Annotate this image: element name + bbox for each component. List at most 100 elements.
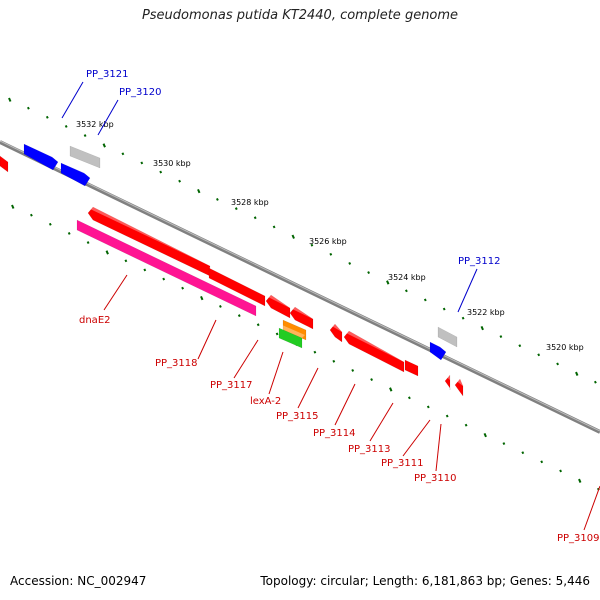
outer-guide-dot xyxy=(367,271,370,275)
pp3110-label: PP_3110 xyxy=(414,473,457,484)
inner-guide-dot xyxy=(370,378,373,382)
gene-pp3115 xyxy=(289,306,314,330)
label-leaders xyxy=(61,81,600,531)
pp3109-leader xyxy=(583,485,600,531)
inner-guide-dot xyxy=(48,222,52,226)
pp3113-leader xyxy=(369,402,394,442)
outer-guide-dot xyxy=(159,170,163,174)
ruler-tick-label: 3526 kbp xyxy=(309,237,347,246)
genome-summary-text: Topology: circular; Length: 6,181,863 bp… xyxy=(260,574,590,588)
inner-guide-dot xyxy=(313,350,317,354)
inner-guide-dot xyxy=(105,250,109,255)
gene-pp3120-bevel xyxy=(70,143,103,158)
gene-pp3112-pseudo-bevel xyxy=(438,324,460,337)
inner-guide-dot xyxy=(275,332,279,336)
gene-labels: PP_3121 PP_3120 PP_3112 dnaE2 PP_3118 PP_3117… xyxy=(79,69,600,544)
gene-pp3109-bevel xyxy=(455,377,466,386)
inner-guide-dot xyxy=(86,241,90,244)
outer-guide-dot xyxy=(83,134,87,137)
gene-pp3115-bevel xyxy=(290,305,316,319)
gene-pp3120 xyxy=(69,145,101,169)
outer-guide-dot xyxy=(27,106,30,110)
outer-guide-dot xyxy=(518,344,522,348)
pp3120-label: PP_3120 xyxy=(119,87,162,98)
gene-pp3112-bevel xyxy=(430,339,449,350)
outer-guide-dot xyxy=(348,261,352,265)
inner-guide-dot xyxy=(256,323,260,327)
outer-dotted-guide xyxy=(8,97,597,384)
inner-guide-dot xyxy=(351,368,355,372)
gene-pp3111-bevel xyxy=(405,357,421,366)
outer-guide-dot xyxy=(197,188,201,194)
inner-guide-dot xyxy=(483,432,487,438)
outer-guide-dot xyxy=(291,234,295,239)
outer-guide-dot xyxy=(121,152,125,156)
outer-guide-dot xyxy=(423,298,427,302)
outer-guide-dot xyxy=(8,97,12,102)
inner-guide-dot xyxy=(124,259,128,263)
pp3121-leader xyxy=(61,81,84,119)
pp3109-label: PP_3109 xyxy=(557,533,600,544)
outer-guide-dot xyxy=(178,179,181,183)
outer-guide-dot xyxy=(461,316,465,320)
gene-pp3110-bevel xyxy=(445,373,453,380)
genome-backbone xyxy=(0,140,600,434)
pp3110-leader xyxy=(435,423,442,472)
inner-guide-dot xyxy=(578,478,582,483)
accession-text: Accession: NC_002947 xyxy=(10,574,147,588)
outer-guide-dot xyxy=(140,161,144,165)
outer-guide-dot xyxy=(442,307,446,311)
pp3114-leader xyxy=(334,383,356,426)
genome-backbone-highlight xyxy=(0,140,600,432)
ruler-tick-label: 3532 kbp xyxy=(76,120,114,129)
inner-guide-dot xyxy=(389,387,393,392)
pp3121-label: PP_3121 xyxy=(86,69,129,80)
inner-guide-dot xyxy=(11,204,15,209)
dnaE2-leader xyxy=(103,274,128,311)
outer-guide-dot xyxy=(253,216,257,220)
outer-guide-dot xyxy=(310,243,314,247)
gene-features xyxy=(0,141,466,397)
outer-guide-dot xyxy=(594,380,597,384)
gene-pp3121 xyxy=(23,143,59,171)
inner-guide-dot xyxy=(540,460,544,464)
outer-guide-dot xyxy=(329,252,333,256)
outer-guide-dot xyxy=(556,362,559,366)
pp3111-leader xyxy=(402,419,431,457)
gene-pp3118 xyxy=(76,219,257,317)
pp3111-label: PP_3111 xyxy=(381,458,424,469)
gene-lexa2-bevel xyxy=(266,293,293,308)
outer-guide-dot xyxy=(102,143,106,148)
inner-guide-dot xyxy=(237,314,241,318)
inner-guide-dot xyxy=(521,451,525,455)
gene-pp3111 xyxy=(404,359,419,377)
feature-regulatory-bevel xyxy=(283,317,309,330)
gene-pp3120b xyxy=(60,162,91,187)
gene-dnaE2-bevel xyxy=(88,205,213,266)
outer-guide-dot xyxy=(272,225,276,229)
outer-guide-dot xyxy=(575,371,579,376)
gene-pp3114-bevel xyxy=(330,322,345,332)
inner-guide-dot xyxy=(464,423,468,427)
inner-guide-dot xyxy=(67,231,71,235)
pp3115-label: PP_3115 xyxy=(276,411,319,422)
inner-guide-dot xyxy=(408,396,411,400)
inner-guide-dot xyxy=(332,359,336,363)
gene-pp3117 xyxy=(208,267,266,307)
gene-pp3110 xyxy=(444,374,451,390)
ruler-tick-label: 3520 kbp xyxy=(546,343,584,352)
inner-guide-dot xyxy=(219,305,222,308)
lexA-2-label: lexA-2 xyxy=(250,396,281,407)
ruler-tick-label: 3522 kbp xyxy=(467,308,505,317)
gene-pp3121-bevel xyxy=(24,141,61,160)
inner-guide-dot xyxy=(143,268,147,272)
inner-guide-dot xyxy=(30,213,33,217)
inner-guide-dot xyxy=(502,442,506,445)
outer-guide-dot xyxy=(45,115,49,119)
pp3117-label: PP_3117 xyxy=(210,380,253,391)
pp3118-label: PP_3118 xyxy=(155,358,198,369)
inner-guide-dot xyxy=(426,405,430,409)
outer-guide-dot xyxy=(386,280,390,285)
inner-guide-dot xyxy=(200,295,204,301)
